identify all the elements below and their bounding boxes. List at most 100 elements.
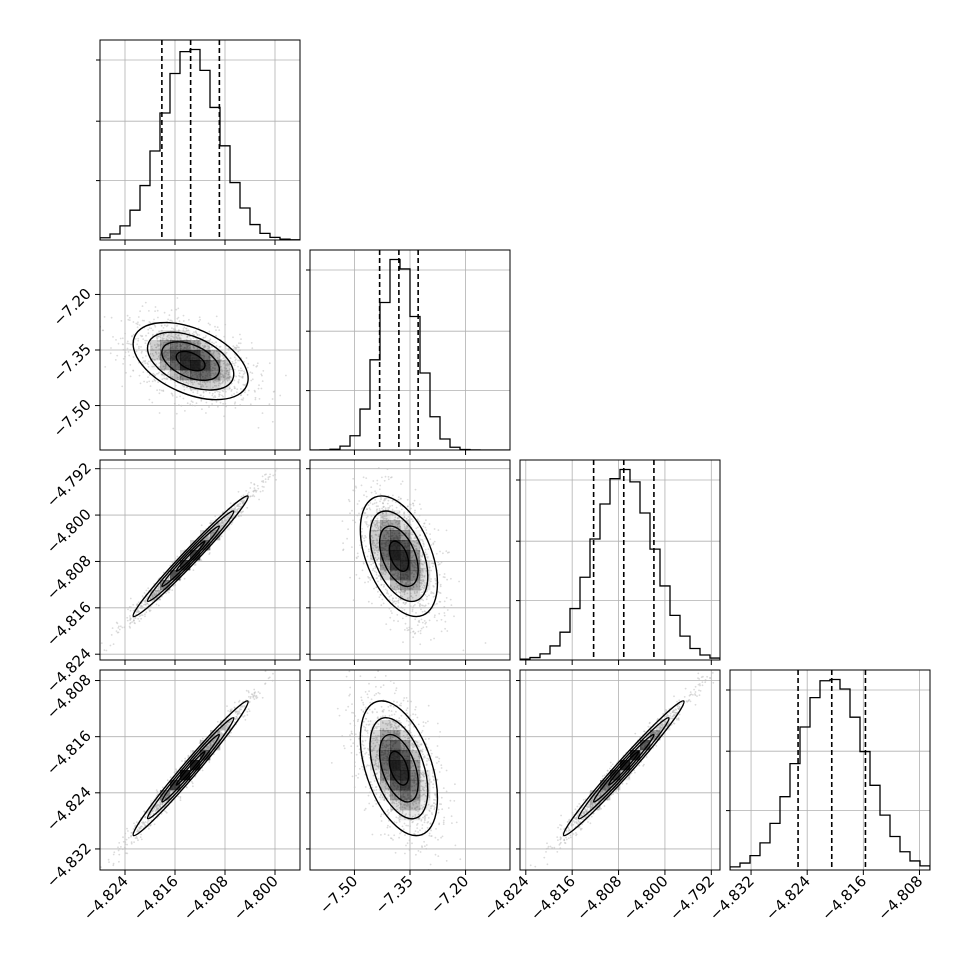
scatter-point (244, 391, 246, 394)
scatter-point (367, 575, 369, 578)
scatter-point (136, 830, 138, 833)
scatter-point (419, 547, 422, 549)
scatter-point (428, 594, 430, 597)
panel-1-1 (306, 249, 511, 455)
density-cell (190, 540, 201, 551)
scatter-point (227, 717, 230, 720)
scatter-point (378, 549, 380, 551)
scatter-point (163, 374, 166, 377)
scatter-point (260, 387, 263, 390)
scatter-point (143, 592, 146, 594)
scatter-point (193, 381, 196, 383)
scatter-point (239, 404, 242, 406)
scatter-point (425, 519, 427, 522)
scatter-point (240, 499, 243, 502)
contour-2 (146, 510, 235, 603)
scatter-point (187, 557, 190, 560)
scatter-point (425, 529, 428, 531)
scatter-point (159, 361, 162, 364)
scatter-point (224, 364, 227, 367)
scatter-point (157, 344, 160, 347)
scatter-point (168, 591, 170, 594)
scatter-point (371, 569, 374, 572)
scatter-point (209, 534, 212, 537)
scatter-point (368, 524, 370, 527)
scatter-point (267, 478, 270, 481)
scatter-point (122, 357, 125, 360)
scatter-point (369, 508, 372, 511)
scatter-point (190, 400, 193, 403)
scatter-point (369, 579, 372, 581)
scatter-point (149, 342, 152, 345)
scatter-point (124, 843, 127, 846)
scatter-point (140, 825, 142, 828)
scatter-point (370, 557, 372, 560)
y-tick-label: −4.800 (43, 505, 95, 557)
scatter-point (179, 375, 181, 378)
scatter-point (126, 342, 129, 345)
scatter-point (397, 587, 400, 590)
scatter-point (136, 603, 138, 606)
scatter-point (385, 517, 388, 520)
scatter-point (198, 320, 200, 323)
scatter-point (420, 594, 423, 596)
scatter-point (158, 392, 161, 395)
scatter-point (129, 343, 132, 346)
scatter-point (227, 349, 230, 351)
scatter-point (391, 612, 393, 614)
scatter-point (122, 363, 124, 365)
grid (100, 670, 300, 870)
scatter-point (159, 339, 162, 342)
scatter-point (409, 532, 412, 535)
scatter-point (418, 514, 421, 517)
scatter-point (138, 615, 141, 618)
density-cell (230, 370, 240, 380)
scatter-point (368, 550, 370, 553)
scatter-point (391, 513, 394, 515)
scatter-point (430, 591, 433, 593)
scatter-point (412, 520, 414, 523)
scatter-point (165, 356, 167, 358)
scatter-point (275, 478, 277, 481)
scatter-point (117, 342, 120, 345)
axes-frame (99, 459, 301, 661)
scatter-point (146, 602, 149, 605)
scatter-point (370, 554, 372, 557)
scatter-point (432, 592, 435, 595)
scatter-point (223, 335, 226, 338)
y-tick-label: −4.808 (43, 552, 95, 604)
scatter-point (142, 338, 145, 340)
scatter-point (146, 362, 149, 364)
scatter-point (229, 357, 232, 359)
scatter-point (133, 619, 135, 622)
scatter-point (243, 370, 245, 373)
scatter-point (150, 327, 153, 330)
scatter-point (149, 321, 152, 324)
scatter-point (418, 576, 421, 579)
scatter-point (377, 580, 379, 583)
scatter-point (236, 509, 238, 511)
scatter-point (225, 351, 228, 354)
scatter-point (394, 589, 397, 592)
scatter-point (434, 614, 436, 617)
scatter-point (262, 490, 264, 492)
scatter-point (163, 369, 166, 372)
scatter-point (165, 592, 167, 595)
scatter-point (183, 577, 186, 580)
scatter-point (246, 506, 249, 509)
scatter-point (127, 351, 130, 353)
scatter-point (218, 379, 221, 382)
scatter-point (169, 319, 171, 322)
scatter-point (166, 373, 169, 376)
scatter-point (193, 331, 195, 333)
scatter-point (250, 379, 253, 382)
scatter-point (381, 522, 383, 525)
scatter-point (366, 555, 369, 558)
scatter-point (372, 547, 374, 549)
scatter-point (397, 620, 399, 623)
scatter-point (164, 365, 167, 368)
scatter-point (409, 592, 412, 595)
scatter-point (406, 629, 409, 632)
scatter-point (222, 380, 224, 383)
scatter-point (352, 477, 355, 480)
